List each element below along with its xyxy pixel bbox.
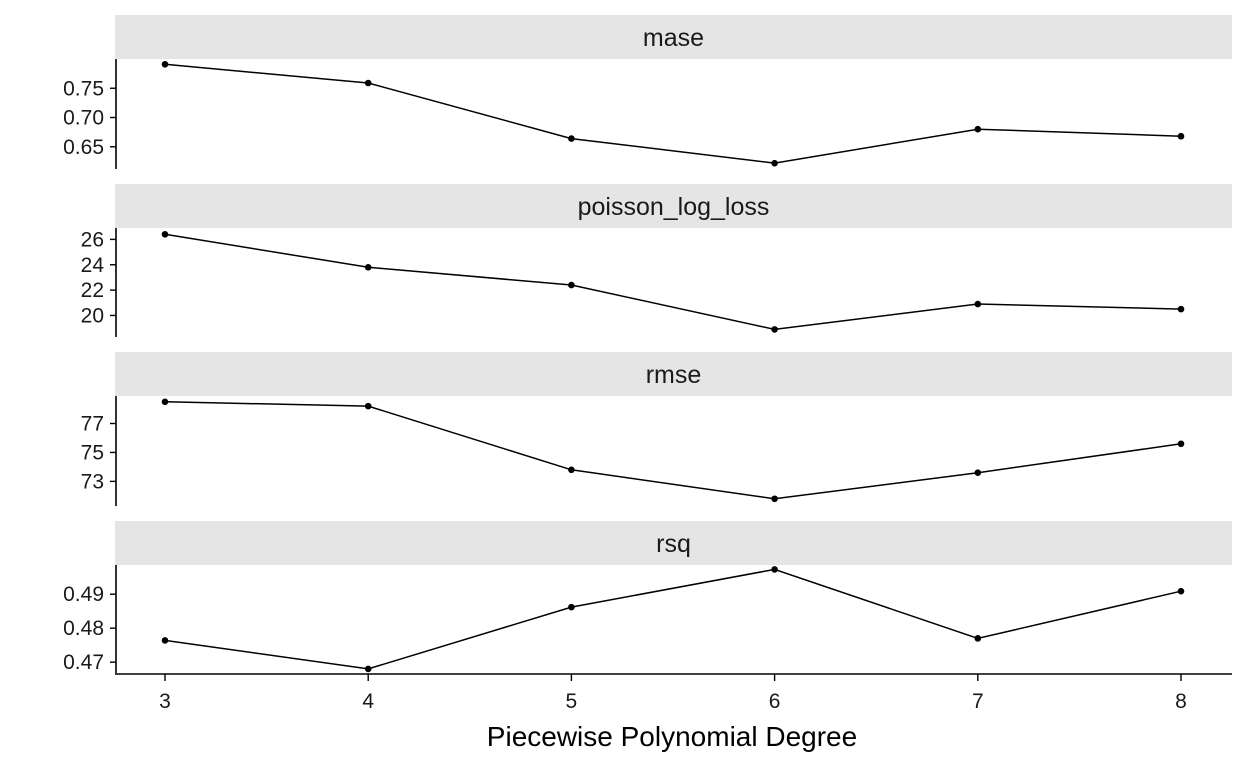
- y-tick-label-poisson_log_loss-1: 22: [81, 279, 104, 302]
- y-tick-label-rmse-1: 75: [81, 441, 104, 464]
- y-tick-label-rsq-2: 0.49: [63, 583, 104, 606]
- data-point-rsq-6: [771, 566, 778, 573]
- data-point-rsq-4: [364, 665, 372, 673]
- series-line-poisson_log_loss: [164, 233, 1182, 331]
- data-point-rmse-7: [974, 469, 982, 477]
- data-point-rmse-5: [568, 466, 575, 474]
- facet-strip-rmse: [115, 352, 1232, 396]
- data-point-rsq-3: [161, 637, 169, 644]
- x-tick-label-7: 7: [972, 690, 984, 713]
- data-point-mase-3: [161, 60, 169, 68]
- y-tick-label-mase-2: 0.75: [63, 77, 104, 100]
- facet-label-mase: mase: [643, 24, 704, 52]
- series-line-rsq: [164, 568, 1182, 670]
- data-point-poisson_log_loss-4: [364, 263, 372, 271]
- y-tick-label-mase-1: 0.70: [63, 107, 104, 130]
- data-point-poisson_log_loss-8: [1177, 305, 1185, 313]
- y-tick-label-rmse-0: 73: [81, 470, 104, 493]
- y-tick-label-rsq-0: 0.47: [63, 651, 104, 674]
- series-line-mase: [164, 63, 1182, 164]
- facet-strip-poisson_log_loss: [115, 184, 1232, 228]
- data-point-poisson_log_loss-7: [974, 300, 982, 308]
- x-axis-title: Piecewise Polynomial Degree: [487, 721, 857, 752]
- y-tick-label-rmse-2: 77: [81, 413, 104, 436]
- data-point-mase-6: [771, 159, 778, 167]
- data-point-mase-8: [1177, 132, 1185, 140]
- series-line-rmse: [164, 401, 1182, 500]
- data-point-poisson_log_loss-3: [161, 231, 169, 238]
- facet-strip-rsq: [115, 521, 1232, 565]
- data-point-rsq-8: [1177, 587, 1185, 595]
- data-point-poisson_log_loss-6: [771, 326, 778, 333]
- data-point-rmse-4: [364, 402, 372, 410]
- y-tick-label-mase-0: 0.65: [63, 136, 104, 159]
- x-tick-label-4: 4: [362, 690, 374, 713]
- data-point-rmse-6: [771, 495, 778, 503]
- facet-label-rsq: rsq: [656, 530, 691, 558]
- data-point-rmse-3: [161, 398, 169, 406]
- y-tick-label-poisson_log_loss-0: 20: [81, 304, 104, 327]
- data-point-mase-7: [974, 125, 982, 133]
- data-point-poisson_log_loss-5: [568, 281, 575, 289]
- facet-strip-mase: [115, 15, 1232, 59]
- x-tick-label-6: 6: [769, 690, 781, 713]
- y-tick-label-poisson_log_loss-2: 24: [81, 254, 105, 277]
- data-point-mase-5: [568, 135, 575, 142]
- facet-label-poisson_log_loss: poisson_log_loss: [578, 193, 770, 221]
- x-tick-label-8: 8: [1175, 690, 1187, 713]
- x-tick-label-5: 5: [566, 690, 578, 713]
- data-point-mase-4: [364, 79, 372, 87]
- y-tick-label-rsq-1: 0.48: [63, 617, 104, 640]
- y-tick-label-poisson_log_loss-3: 26: [81, 228, 104, 251]
- data-point-rmse-8: [1177, 440, 1185, 448]
- data-point-rsq-5: [568, 603, 575, 611]
- data-point-rsq-7: [974, 635, 982, 642]
- x-tick-label-3: 3: [159, 690, 171, 713]
- facet-label-rmse: rmse: [646, 361, 702, 389]
